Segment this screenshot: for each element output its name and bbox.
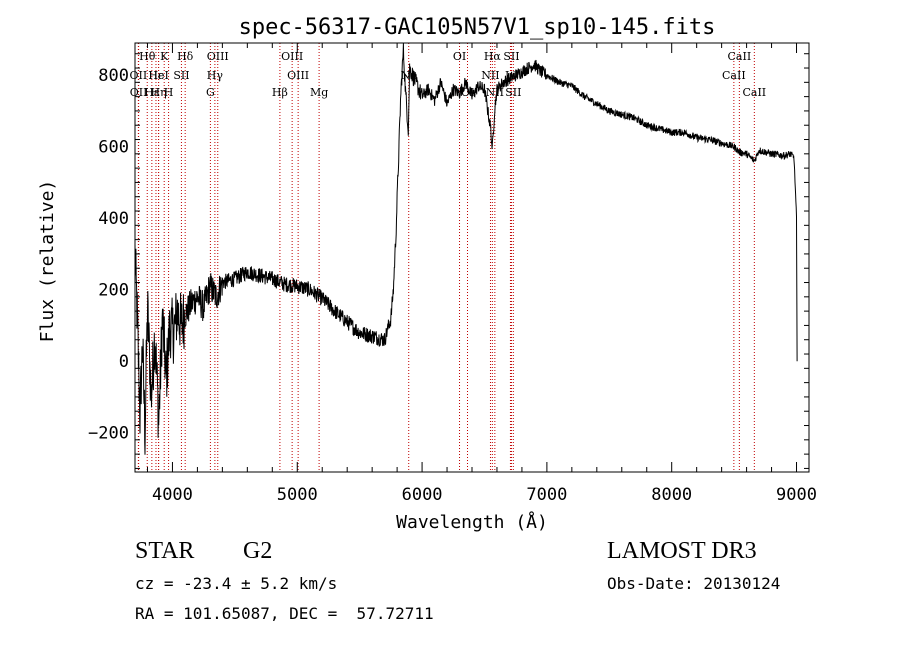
line-marker-label: NII: [481, 69, 499, 82]
line-marker-label: Hα: [484, 50, 502, 63]
chart-title: spec-56317-GAC105N57V1_sp10-145.fits: [239, 15, 716, 40]
y-tick-label: 400: [98, 209, 129, 229]
line-marker-label: CaII: [722, 69, 746, 82]
observation-date: Obs-Date: 20130124: [607, 574, 781, 593]
x-tick-label: 5000: [277, 485, 318, 505]
line-marker-label: SII: [505, 86, 521, 99]
line-marker-label: OII: [130, 69, 148, 82]
line-marker-label: Hη: [150, 86, 166, 99]
y-tick-label: 600: [98, 138, 129, 158]
y-tick-label: 0: [119, 352, 129, 372]
line-marker-label: OI: [453, 50, 466, 63]
y-axis-ticks: −200 0 200 400 600 800: [88, 53, 809, 469]
x-tick-label: 9000: [776, 485, 817, 505]
flux-series-line: [134, 42, 798, 455]
redshift-velocity: cz = -23.4 ± 5.2 km/s: [135, 574, 338, 593]
line-marker-label: OIII: [207, 50, 229, 63]
object-subclass: G2: [243, 538, 273, 564]
line-marker-label: SII: [503, 50, 519, 63]
line-marker-label: HeI: [148, 69, 168, 82]
x-tick-label: 4000: [152, 485, 193, 505]
line-marker-label: Hδ: [177, 50, 194, 63]
line-marker-label: K: [160, 50, 169, 63]
y-tick-label: 200: [98, 281, 129, 301]
line-marker-label: SII: [173, 69, 189, 82]
y-tick-label: 800: [98, 66, 129, 86]
x-axis-ticks: 4000 5000 6000 7000 8000 9000: [146, 43, 817, 505]
object-class: STAR: [135, 538, 195, 564]
line-marker-label: Hε: [148, 69, 164, 82]
y-axis-label: Flux (relative): [37, 180, 58, 343]
line-marker-label: Hε: [144, 86, 160, 99]
x-tick-label: 7000: [526, 485, 567, 505]
line-marker-label: G: [206, 86, 215, 99]
sky-coordinates: RA = 101.65087, DEC = 57.72711: [135, 604, 434, 623]
x-tick-label: 6000: [402, 485, 443, 505]
x-tick-label: 8000: [651, 485, 692, 505]
x-axis-label: Wavelength (Å): [396, 511, 548, 533]
line-marker-label: Hβ: [272, 86, 288, 99]
line-marker-label: H: [164, 86, 174, 99]
line-marker-label: NII: [486, 86, 504, 99]
plot-frame: [134, 42, 810, 473]
line-marker-label: Mg: [310, 86, 328, 99]
line-marker-label: OIII: [281, 50, 303, 63]
line-marker-label: OII: [130, 86, 148, 99]
line-marker-label: Hγ: [207, 69, 224, 82]
survey-name: LAMOST DR3: [607, 538, 757, 564]
line-marker-label: Hθ: [139, 50, 156, 63]
emission-line-markers: [137, 43, 755, 472]
line-marker-label: CaII: [728, 50, 752, 63]
y-tick-label: −200: [88, 424, 129, 444]
line-marker-label: OIII: [287, 69, 309, 82]
line-marker-label: CaII: [742, 86, 766, 99]
